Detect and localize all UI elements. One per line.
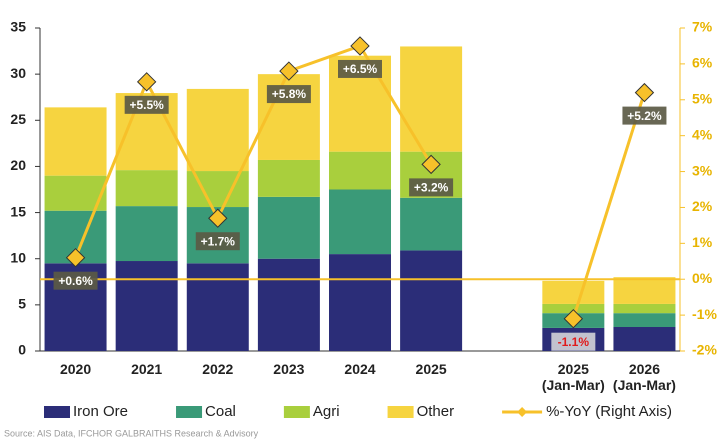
value-label: +3.2%: [414, 181, 449, 195]
value-label: +5.5%: [129, 98, 164, 112]
value-label: -1.1%: [558, 335, 590, 349]
x-tick-label: 2025: [416, 361, 447, 377]
legend-label: %-YoY (Right Axis): [546, 403, 672, 420]
y2-tick-label: 3%: [692, 162, 713, 178]
yoy-marker: [350, 36, 370, 56]
value-label-box: [53, 271, 98, 290]
y-tick-label: 5: [18, 296, 26, 312]
y2-tick-label: 0%: [692, 270, 713, 286]
bar-segment: [329, 254, 391, 351]
value-label: +5.8%: [272, 87, 307, 101]
bar-segment: [257, 196, 320, 259]
y-tick-label: 35: [10, 19, 26, 35]
value-label-box: [195, 232, 240, 251]
bar-segment: [613, 313, 676, 328]
legend-label: Agri: [313, 403, 340, 420]
y-tick-label: 30: [10, 65, 26, 81]
value-label: +0.6%: [58, 274, 93, 288]
legend-label: Coal: [205, 403, 236, 420]
y2-tick-label: -1%: [692, 306, 717, 322]
legend-label: Other: [417, 403, 455, 420]
x-tick-label: 2024: [344, 361, 375, 377]
x-tick-label: 2021: [131, 361, 162, 377]
bar-segment: [186, 88, 249, 172]
bar-segment: [186, 263, 249, 351]
y-tick-label: 0: [18, 342, 26, 358]
y-tick-label: 15: [10, 203, 26, 219]
bar-segment: [613, 327, 676, 351]
value-label-box: [338, 59, 382, 78]
bar-segment: [257, 258, 320, 351]
x-tick-label: 2025 (Jan-Mar): [542, 361, 605, 393]
value-label-box: [622, 106, 667, 125]
y-tick-label: 20: [10, 157, 26, 173]
y2-tick-label: 1%: [692, 234, 713, 250]
y2-tick-label: 7%: [692, 19, 713, 35]
legend-marker: [517, 407, 528, 417]
x-tick-label: 2023: [273, 361, 304, 377]
legend-swatch: [283, 406, 310, 418]
bar-segment: [542, 280, 605, 304]
value-label-box: [124, 95, 169, 114]
yoy-marker: [279, 61, 299, 81]
y2-tick-label: 6%: [692, 55, 713, 71]
yoy-marker: [421, 154, 441, 175]
value-label-box: [266, 85, 311, 104]
legend-label: Iron Ore: [73, 403, 128, 420]
y2-tick-label: 5%: [692, 90, 713, 106]
yoy-marker: [208, 208, 228, 228]
value-label-box: [551, 332, 596, 351]
value-label: +1.7%: [201, 234, 236, 248]
yoy-marker: [634, 82, 655, 103]
bar-segment: [400, 250, 463, 351]
y2-tick-label: 4%: [692, 126, 713, 142]
bar-segment: [613, 303, 676, 314]
value-label: +6.5%: [343, 62, 378, 76]
x-tick-label: 2020: [60, 361, 91, 377]
y-tick-label: 10: [10, 249, 26, 265]
yoy-marker: [136, 72, 157, 92]
value-label: +5.2%: [627, 109, 662, 123]
bar-segment: [329, 151, 391, 190]
yoy-marker: [563, 308, 584, 329]
source: Source: AIS Data, IFCHOR GALBRAITHS Rese…: [4, 428, 259, 438]
legend-swatch: [387, 406, 414, 418]
bar-segment: [400, 46, 463, 152]
yoy-marker: [65, 247, 86, 268]
y2-tick-label: 2%: [692, 198, 713, 214]
y-tick-label: 25: [10, 111, 26, 127]
bar-segment: [115, 261, 178, 351]
bar-segment: [613, 277, 676, 304]
bar-segment: [115, 170, 178, 207]
legend-swatch: [176, 406, 203, 418]
bar-segment: [400, 197, 463, 251]
x-tick-label: 2022: [202, 361, 233, 377]
bar-segment: [44, 107, 107, 176]
y2-tick-label: -2%: [692, 342, 717, 358]
value-label-box: [409, 178, 454, 197]
bar-segment: [329, 189, 391, 255]
x-tick-label: 2026 (Jan-Mar): [613, 361, 676, 393]
bar-segment: [115, 206, 178, 262]
bar-segment: [542, 303, 605, 314]
bar-segment: [257, 159, 320, 197]
legend-swatch: [44, 406, 70, 418]
